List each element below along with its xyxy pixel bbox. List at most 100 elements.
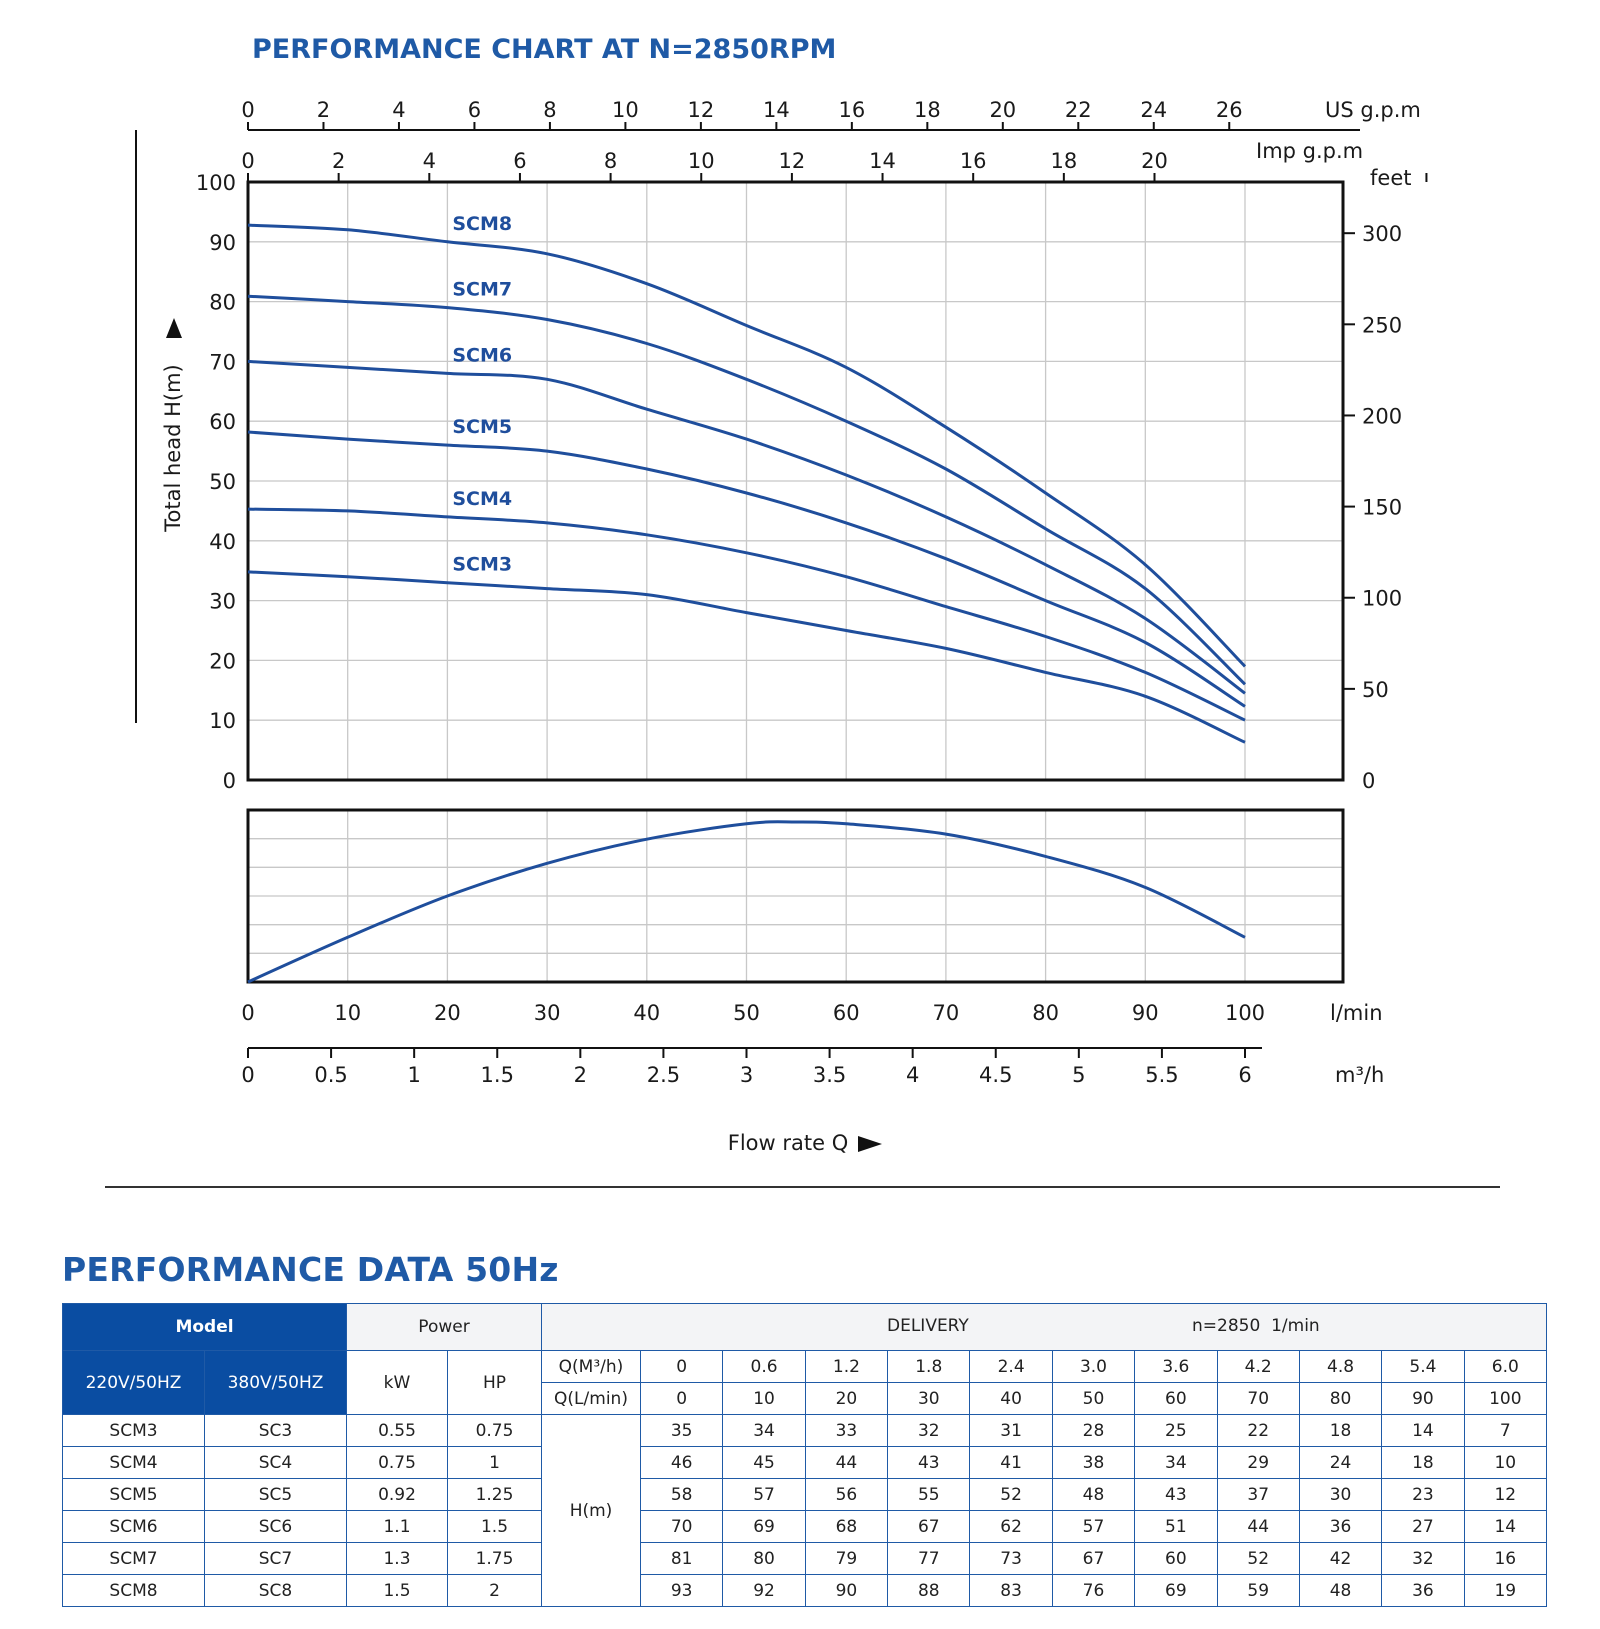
head-value-cell: 48 bbox=[1298, 1574, 1383, 1607]
imp-gpm-tick-label: 6 bbox=[513, 149, 526, 173]
model-220-cell: SCM7 bbox=[62, 1542, 205, 1575]
us-gpm-tick-label: 12 bbox=[688, 98, 715, 122]
power-header: Power bbox=[346, 1303, 542, 1351]
head-value-cell: 51 bbox=[1134, 1510, 1218, 1543]
hp-cell: 1.75 bbox=[447, 1542, 542, 1575]
q-lmin-cell: 50 bbox=[1051, 1382, 1136, 1415]
model-380-cell: SC3 bbox=[204, 1414, 347, 1447]
kw-cell: 1.3 bbox=[346, 1542, 448, 1575]
head-value-cell: 93 bbox=[639, 1574, 724, 1607]
hp-cell: 1.5 bbox=[447, 1510, 542, 1543]
imp-gpm-tick-label: 8 bbox=[604, 149, 617, 173]
head-curve-scm5 bbox=[247, 430, 1246, 708]
head-value-cell: 73 bbox=[969, 1542, 1053, 1575]
voltage-380-header: 380V/50HZ bbox=[204, 1350, 347, 1415]
y-tick-label: 20 bbox=[209, 649, 236, 673]
plot-frame bbox=[246, 180, 1345, 782]
head-value-cell: 76 bbox=[1051, 1574, 1136, 1607]
y-axis-arrow-icon bbox=[166, 318, 182, 338]
head-value-cell: 33 bbox=[804, 1414, 889, 1447]
kw-cell: 1.1 bbox=[346, 1510, 448, 1543]
pump-curves bbox=[247, 223, 1247, 984]
series-label-scm4: SCM4 bbox=[452, 488, 512, 510]
head-value-cell: 23 bbox=[1381, 1478, 1465, 1511]
head-value-cell: 52 bbox=[969, 1478, 1053, 1511]
section-divider bbox=[105, 1186, 1500, 1188]
hp-cell: 1 bbox=[447, 1446, 542, 1479]
q-lmin-cell: 30 bbox=[887, 1382, 971, 1415]
head-value-cell: 29 bbox=[1216, 1446, 1300, 1479]
x-axis-arrow-icon bbox=[858, 1136, 882, 1152]
q-lmin-cell: 60 bbox=[1134, 1382, 1218, 1415]
feet-tick-label: 0 bbox=[1362, 769, 1375, 793]
us-gpm-tick-label: 14 bbox=[763, 98, 790, 122]
us-gpm-tick-label: 24 bbox=[1140, 98, 1167, 122]
axis-labels: 0102030405060708090100050100150200250300… bbox=[161, 98, 1421, 1155]
kw-cell: 1.5 bbox=[346, 1574, 448, 1607]
y-tick-label: 80 bbox=[209, 291, 236, 315]
head-value-cell: 36 bbox=[1298, 1510, 1383, 1543]
m3h-tick-label: 2 bbox=[574, 1063, 587, 1087]
y-tick-label: 100 bbox=[196, 171, 236, 195]
kw-cell: 0.75 bbox=[346, 1446, 448, 1479]
table-row: SCM4 SC4 0.75 1 46 45 44 43 41 38 34 29 24 18 10 bbox=[62, 1446, 1548, 1479]
head-value-cell: 27 bbox=[1381, 1510, 1465, 1543]
imp-gpm-unit-label: Imp g.p.m bbox=[1256, 139, 1363, 163]
q-lmin-cell: 40 bbox=[969, 1382, 1053, 1415]
delivery-label: DELIVERY bbox=[887, 1316, 969, 1336]
y-tick-label: 70 bbox=[209, 350, 236, 374]
us-gpm-tick-label: 2 bbox=[317, 98, 330, 122]
head-value-cell: 32 bbox=[1381, 1542, 1465, 1575]
head-value-cell: 67 bbox=[1051, 1542, 1136, 1575]
m3h-tick-label: 6 bbox=[1238, 1063, 1251, 1087]
head-value-cell: 43 bbox=[887, 1446, 971, 1479]
head-value-cell: 62 bbox=[969, 1510, 1053, 1543]
head-value-cell: 67 bbox=[887, 1510, 971, 1543]
table-header-row: Model Power DELIVERY n=2850 1/min bbox=[62, 1303, 1548, 1351]
head-value-cell: 44 bbox=[1216, 1510, 1300, 1543]
q-lmin-cell: 80 bbox=[1298, 1382, 1383, 1415]
y-tick-label: 60 bbox=[209, 410, 236, 434]
imp-gpm-tick-label: 10 bbox=[688, 149, 715, 173]
y-tick-label: 50 bbox=[209, 470, 236, 494]
q-lmin-cell: 20 bbox=[804, 1382, 889, 1415]
head-value-cell: 79 bbox=[804, 1542, 889, 1575]
q-m3h-cell: 3.6 bbox=[1134, 1350, 1218, 1383]
y-tick-label: 10 bbox=[209, 709, 236, 733]
lmin-tick-label: 70 bbox=[933, 1001, 960, 1025]
model-380-cell: SC5 bbox=[204, 1478, 347, 1511]
head-value-cell: 36 bbox=[1381, 1574, 1465, 1607]
q-m3h-cell: 5.4 bbox=[1381, 1350, 1465, 1383]
head-value-cell: 34 bbox=[1134, 1446, 1218, 1479]
head-value-cell: 68 bbox=[804, 1510, 889, 1543]
lmin-tick-label: 100 bbox=[1225, 1001, 1265, 1025]
us-gpm-tick-label: 6 bbox=[468, 98, 481, 122]
feet-tick-label: 50 bbox=[1362, 678, 1389, 702]
head-value-cell: 30 bbox=[1298, 1478, 1383, 1511]
lmin-tick-label: 40 bbox=[633, 1001, 660, 1025]
y-tick-label: 40 bbox=[209, 530, 236, 554]
head-value-cell: 52 bbox=[1216, 1542, 1300, 1575]
kw-header: kW bbox=[346, 1350, 448, 1415]
imp-gpm-tick-label: 2 bbox=[332, 149, 345, 173]
head-value-cell: 22 bbox=[1216, 1414, 1300, 1447]
head-curve-scm3 bbox=[247, 570, 1246, 744]
hp-cell: 0.75 bbox=[447, 1414, 542, 1447]
flow-lmin-row: Q(L/min) 0 10 20 30 40 50 60 70 80 90 100 bbox=[63, 1382, 1548, 1415]
m3h-tick-label: 0.5 bbox=[314, 1063, 347, 1087]
us-gpm-tick-label: 18 bbox=[914, 98, 941, 122]
q-m3h-cell: 3.0 bbox=[1051, 1350, 1136, 1383]
model-380-cell: SC6 bbox=[204, 1510, 347, 1543]
q-lmin-cell: 100 bbox=[1463, 1382, 1548, 1415]
m3h-tick-label: 4 bbox=[906, 1063, 919, 1087]
head-value-cell: 81 bbox=[639, 1542, 724, 1575]
m3h-tick-label: 2.5 bbox=[647, 1063, 680, 1087]
series-label-scm6: SCM6 bbox=[452, 344, 512, 366]
head-value-cell: 60 bbox=[1134, 1542, 1218, 1575]
head-value-cell: 80 bbox=[722, 1542, 806, 1575]
head-value-cell: 77 bbox=[887, 1542, 971, 1575]
series-label-scm3: SCM3 bbox=[452, 554, 512, 576]
head-value-cell: 18 bbox=[1381, 1446, 1465, 1479]
head-value-cell: 48 bbox=[1051, 1478, 1136, 1511]
head-curve-scm7 bbox=[247, 294, 1247, 686]
